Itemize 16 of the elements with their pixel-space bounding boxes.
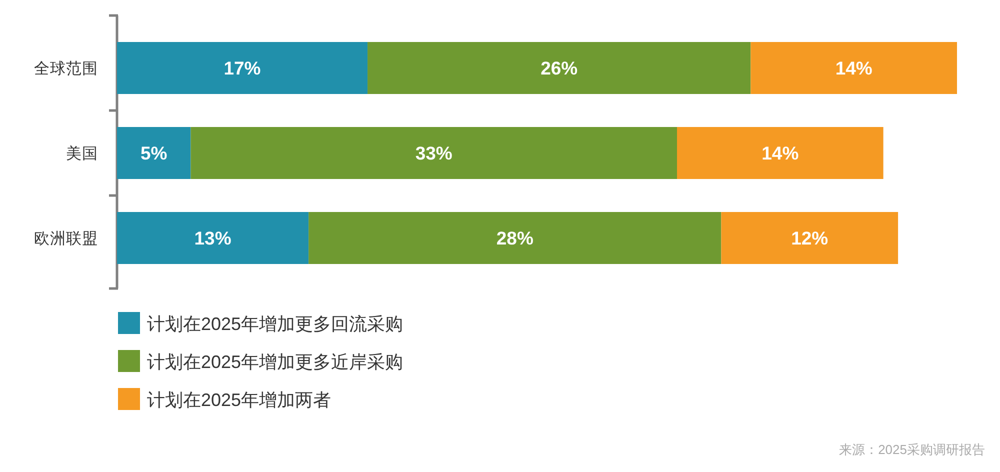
- legend-label: 计划在2025年增加两者: [147, 390, 332, 410]
- category-label: 美国: [66, 146, 98, 162]
- data-label: 17%: [224, 58, 261, 78]
- annotation: 来源：2025采购调研报告: [839, 442, 985, 457]
- category-label: 欧洲联盟: [34, 230, 98, 248]
- data-label: 26%: [540, 58, 578, 78]
- data-label: 14%: [835, 58, 872, 78]
- data-label: 13%: [194, 228, 232, 248]
- data-label: 12%: [791, 228, 828, 248]
- data-label: 28%: [496, 228, 534, 248]
- data-label: 33%: [415, 142, 452, 164]
- legend-label: 计划在2025年增加更多近岸采购: [147, 352, 404, 372]
- legend-label: 计划在2025年增加更多回流采购: [147, 314, 404, 334]
- data-label: 5%: [140, 142, 168, 164]
- category-label: 全球范围: [34, 60, 98, 78]
- data-label: 14%: [762, 142, 799, 164]
